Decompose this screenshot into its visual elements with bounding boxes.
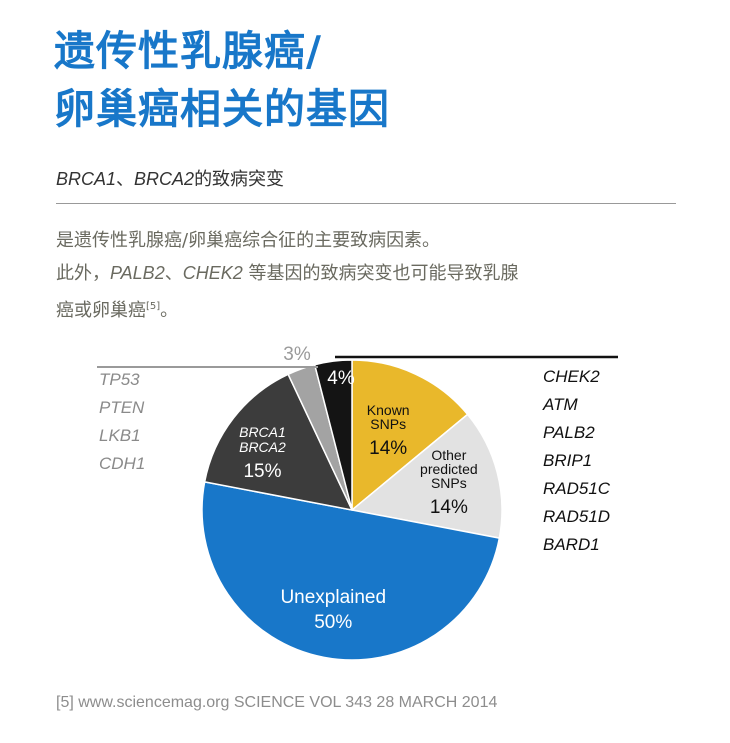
description-line-2-b: 等基因的致病突变也可能导致乳腺	[242, 263, 519, 284]
subtitle-rest: 的致病突变	[194, 169, 285, 190]
right-gene-label: CHEK2	[543, 367, 600, 386]
slice-unexplained	[201, 481, 501, 661]
right-gene-label: BARD1	[543, 535, 600, 554]
description-reference: [5]	[146, 301, 161, 312]
description: 是遗传性乳腺癌/卵巢癌综合征的主要致病因素。 此外，PALB2、CHEK2 等基…	[56, 224, 681, 327]
description-line-3-text: 癌或卵巢癌	[56, 300, 146, 321]
right-gene-label: BRIP1	[543, 451, 592, 470]
subtitle: BRCA1、BRCA2的致病突变	[56, 165, 284, 191]
description-line-2: 此外，PALB2、CHEK2 等基因的致病突变也可能导致乳腺	[56, 257, 681, 290]
description-line-2-a: 此外，	[56, 263, 110, 284]
description-line-2-sep: 、	[164, 263, 183, 284]
description-gene-chek2: CHEK2	[182, 263, 243, 283]
slice-label-other-2: SNPs	[431, 475, 467, 491]
slice-pct-other: 14%	[430, 497, 468, 518]
left-gene-label: LKB1	[99, 426, 141, 445]
right-gene-label: RAD51C	[543, 479, 611, 498]
slice-pct-tp53: 3%	[283, 344, 311, 365]
slice-label-other-1: predicted	[420, 461, 478, 477]
page-title: 遗传性乳腺癌/ 卵巢癌相关的基因	[54, 22, 390, 138]
slice-label-unexplained-0: Unexplained	[280, 587, 386, 608]
slice-label-known-1: SNPs	[370, 416, 406, 432]
slice-known	[351, 359, 469, 512]
left-gene-label: TP53	[99, 370, 140, 389]
subtitle-divider	[56, 203, 676, 204]
right-gene-label: RAD51D	[543, 507, 610, 526]
description-gene-palb2: PALB2	[110, 263, 165, 283]
slice-pct-known: 14%	[369, 438, 407, 459]
slice-pct-unexplained: 50%	[314, 612, 352, 633]
slice-brca	[203, 373, 354, 512]
right-gene-label: ATM	[542, 395, 578, 414]
left-gene-label: CDH1	[99, 454, 145, 473]
slice-pct-chek2: 4%	[327, 368, 355, 389]
description-line-3-end: 。	[160, 300, 179, 321]
slice-label-brca-0: BRCA1	[239, 424, 286, 440]
subtitle-gene-brca2: BRCA2	[134, 169, 195, 189]
subtitle-separator: 、	[116, 169, 135, 190]
slice-label-brca-1: BRCA2	[239, 439, 286, 455]
slice-label-other-0: Other	[431, 447, 466, 463]
title-line-2: 卵巢癌相关的基因	[54, 85, 390, 133]
slice-chek2	[313, 359, 353, 511]
description-line-3: 癌或卵巢癌[5]。	[56, 290, 681, 327]
left-gene-label: PTEN	[99, 398, 145, 417]
slice-other	[350, 413, 503, 539]
title-line-1: 遗传性乳腺癌/	[54, 27, 322, 75]
slice-pct-brca: 15%	[243, 461, 281, 482]
subtitle-gene-brca1: BRCA1	[56, 169, 117, 189]
footnote: [5] www.sciencemag.org SCIENCE VOL 343 2…	[56, 694, 498, 711]
description-line-1: 是遗传性乳腺癌/卵巢癌综合征的主要致病因素。	[56, 230, 441, 251]
slice-label-known-0: Known	[367, 402, 410, 418]
right-gene-label: PALB2	[543, 423, 595, 442]
